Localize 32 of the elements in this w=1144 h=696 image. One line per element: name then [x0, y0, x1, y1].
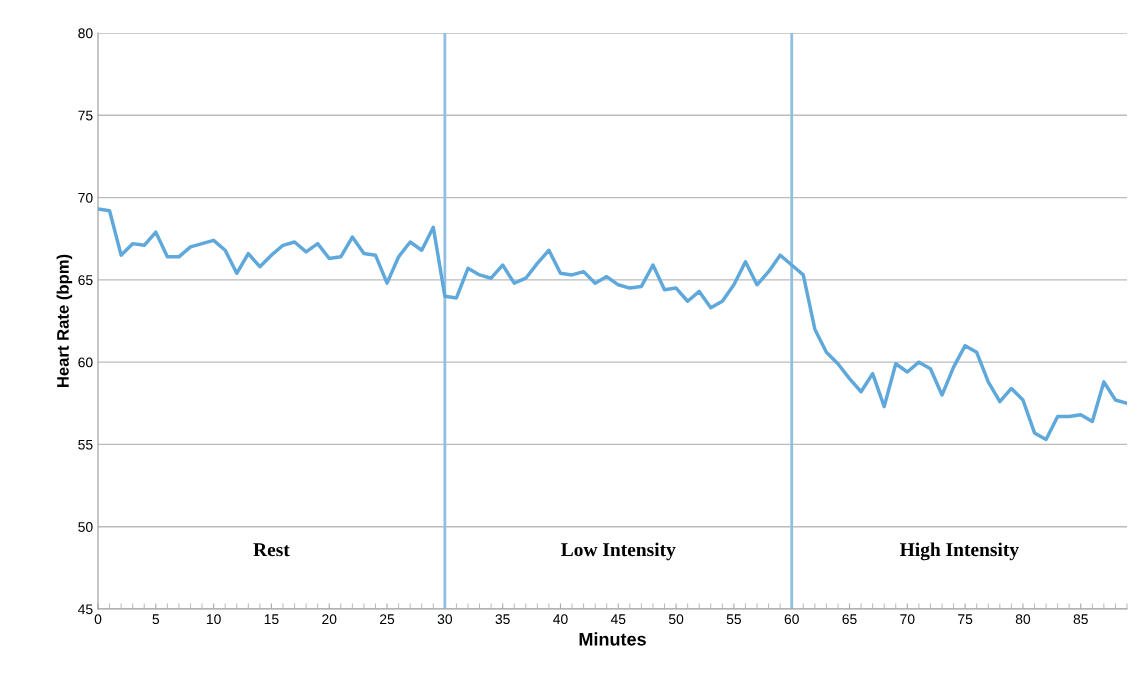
x-tick-label: 80 — [1015, 614, 1031, 625]
y-tick-label: 45 — [78, 604, 93, 615]
x-tick-label: 25 — [380, 614, 395, 625]
x-tick-label: 20 — [322, 614, 337, 625]
y-tick-label: 70 — [78, 192, 93, 203]
y-tick-label: 55 — [78, 439, 93, 450]
line-series — [98, 207, 1127, 442]
x-tick-label: 35 — [495, 614, 510, 625]
x-tick-label: 15 — [264, 614, 279, 625]
x-tick-label: 30 — [437, 614, 453, 625]
x-tick-label: 60 — [784, 614, 799, 625]
y-axis-title: Heart Rate (bpm) — [56, 254, 73, 388]
y-tick-label: 65 — [78, 275, 93, 286]
y-tick-label: 60 — [78, 357, 93, 368]
annotation: Rest — [253, 543, 290, 557]
x-tick-label: 5 — [152, 614, 160, 625]
x-tick-label: 10 — [206, 614, 221, 625]
x-tick-label: 85 — [1073, 614, 1088, 625]
x-tick-label: 55 — [726, 614, 742, 625]
x-tick-label: 75 — [958, 614, 973, 625]
x-tick-label: 65 — [842, 614, 857, 625]
y-tick-label: 75 — [78, 110, 93, 121]
x-axis-title: Minutes — [579, 632, 646, 646]
x-tick-label: 45 — [610, 614, 626, 625]
x-tick-label: 40 — [553, 614, 568, 625]
annotation: High Intensity — [899, 542, 1019, 561]
annotation: Low Intensity — [561, 542, 676, 561]
x-tick-label: 50 — [668, 614, 684, 625]
x-tick-label: 0 — [94, 614, 102, 625]
y-tick-label: 50 — [78, 522, 93, 532]
y-tick-label: 80 — [78, 28, 93, 39]
x-tick-label: 70 — [900, 614, 915, 625]
